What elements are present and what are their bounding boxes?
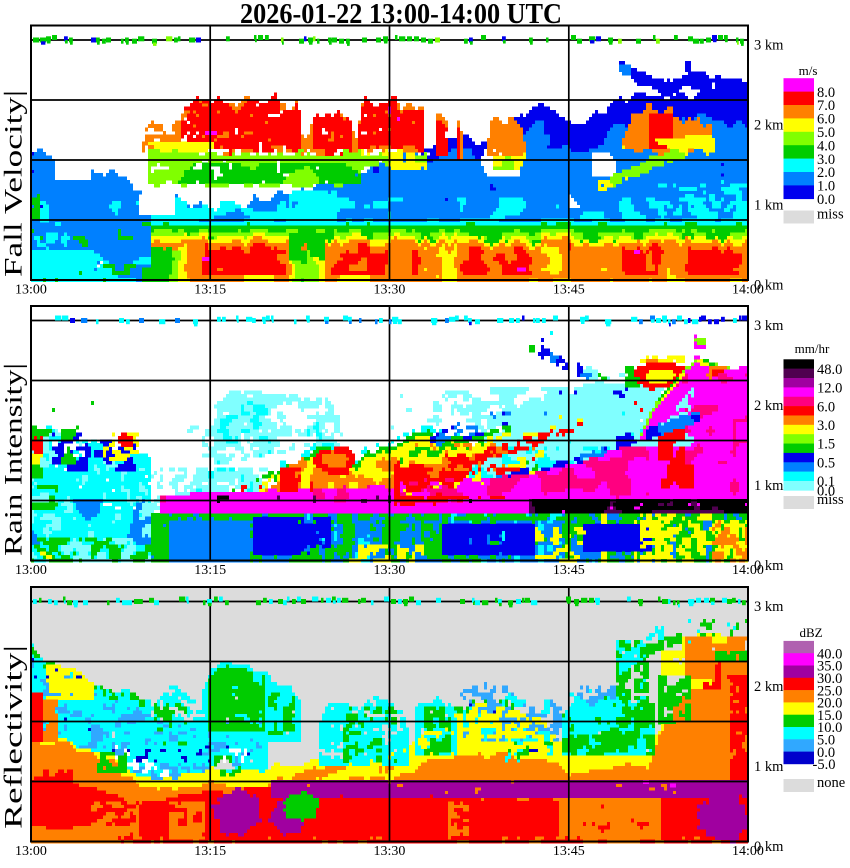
svg-text:40.0: 40.0 <box>817 646 842 662</box>
svg-text:0 km: 0 km <box>754 558 784 574</box>
svg-text:3 km: 3 km <box>754 38 784 54</box>
svg-text:13:00: 13:00 <box>15 283 47 298</box>
svg-text:13:30: 13:30 <box>374 563 406 578</box>
svg-text:20.0: 20.0 <box>817 696 842 712</box>
svg-text:15.0: 15.0 <box>817 708 842 724</box>
svg-text:13:30: 13:30 <box>374 844 406 859</box>
svg-text:0.0: 0.0 <box>817 192 835 208</box>
svg-text:13:15: 13:15 <box>194 844 226 859</box>
svg-text:2 km: 2 km <box>754 118 784 134</box>
svg-text:4.0: 4.0 <box>817 138 835 154</box>
svg-text:2 km: 2 km <box>754 679 784 695</box>
svg-text:12.0: 12.0 <box>817 381 842 397</box>
svg-text:dBZ: dBZ <box>799 625 822 640</box>
svg-text:0.0: 0.0 <box>817 745 835 761</box>
svg-text:13:00: 13:00 <box>15 563 47 578</box>
svg-text:3.0: 3.0 <box>817 152 835 168</box>
svg-text:10.0: 10.0 <box>817 720 842 736</box>
svg-text:3.0: 3.0 <box>817 418 835 434</box>
svg-text:0.1: 0.1 <box>817 474 835 490</box>
svg-text:2 km: 2 km <box>754 398 784 414</box>
svg-text:0.5: 0.5 <box>817 456 835 472</box>
svg-text:13:45: 13:45 <box>553 563 585 578</box>
svg-text:Fall Velocity|: Fall Velocity| <box>1 90 28 277</box>
svg-text:6.0: 6.0 <box>817 399 835 415</box>
svg-text:13:45: 13:45 <box>553 844 585 859</box>
svg-text:Rain Intensity|: Rain Intensity| <box>1 363 28 556</box>
svg-text:8.0: 8.0 <box>817 85 835 101</box>
svg-text:miss: miss <box>817 207 844 223</box>
svg-text:Reflectivity|: Reflectivity| <box>1 645 28 829</box>
svg-text:14:00: 14:00 <box>732 844 764 859</box>
svg-text:1 km: 1 km <box>754 759 784 775</box>
svg-text:13:45: 13:45 <box>553 283 585 298</box>
svg-text:none: none <box>817 775 845 791</box>
svg-text:13:15: 13:15 <box>194 563 226 578</box>
svg-text:30.0: 30.0 <box>817 671 842 687</box>
svg-text:13:15: 13:15 <box>194 283 226 298</box>
svg-text:1 km: 1 km <box>754 478 784 494</box>
svg-text:2.0: 2.0 <box>817 165 835 181</box>
svg-text:35.0: 35.0 <box>817 659 842 675</box>
svg-text:5.0: 5.0 <box>817 125 835 141</box>
svg-text:3 km: 3 km <box>754 318 784 334</box>
svg-text:1.5: 1.5 <box>817 437 835 453</box>
svg-text:mm/hr: mm/hr <box>795 341 830 356</box>
svg-text:-5.0: -5.0 <box>813 757 836 773</box>
svg-text:3 km: 3 km <box>754 599 784 615</box>
svg-text:25.0: 25.0 <box>817 683 842 699</box>
svg-text:0 km: 0 km <box>754 278 784 294</box>
svg-text:1.0: 1.0 <box>817 179 835 195</box>
svg-text:13:00: 13:00 <box>15 844 47 859</box>
svg-text:48.0: 48.0 <box>817 362 842 378</box>
svg-text:1 km: 1 km <box>754 198 784 214</box>
svg-text:14:00: 14:00 <box>732 283 764 298</box>
svg-text:m/s: m/s <box>799 63 818 78</box>
svg-text:0.0: 0.0 <box>817 484 835 500</box>
svg-text:13:30: 13:30 <box>374 283 406 298</box>
svg-text:0 km: 0 km <box>754 839 784 855</box>
svg-text:14:00: 14:00 <box>732 563 764 578</box>
svg-text:5.0: 5.0 <box>817 733 835 749</box>
svg-text:7.0: 7.0 <box>817 98 835 114</box>
svg-text:miss: miss <box>817 492 844 508</box>
svg-text:6.0: 6.0 <box>817 112 835 128</box>
